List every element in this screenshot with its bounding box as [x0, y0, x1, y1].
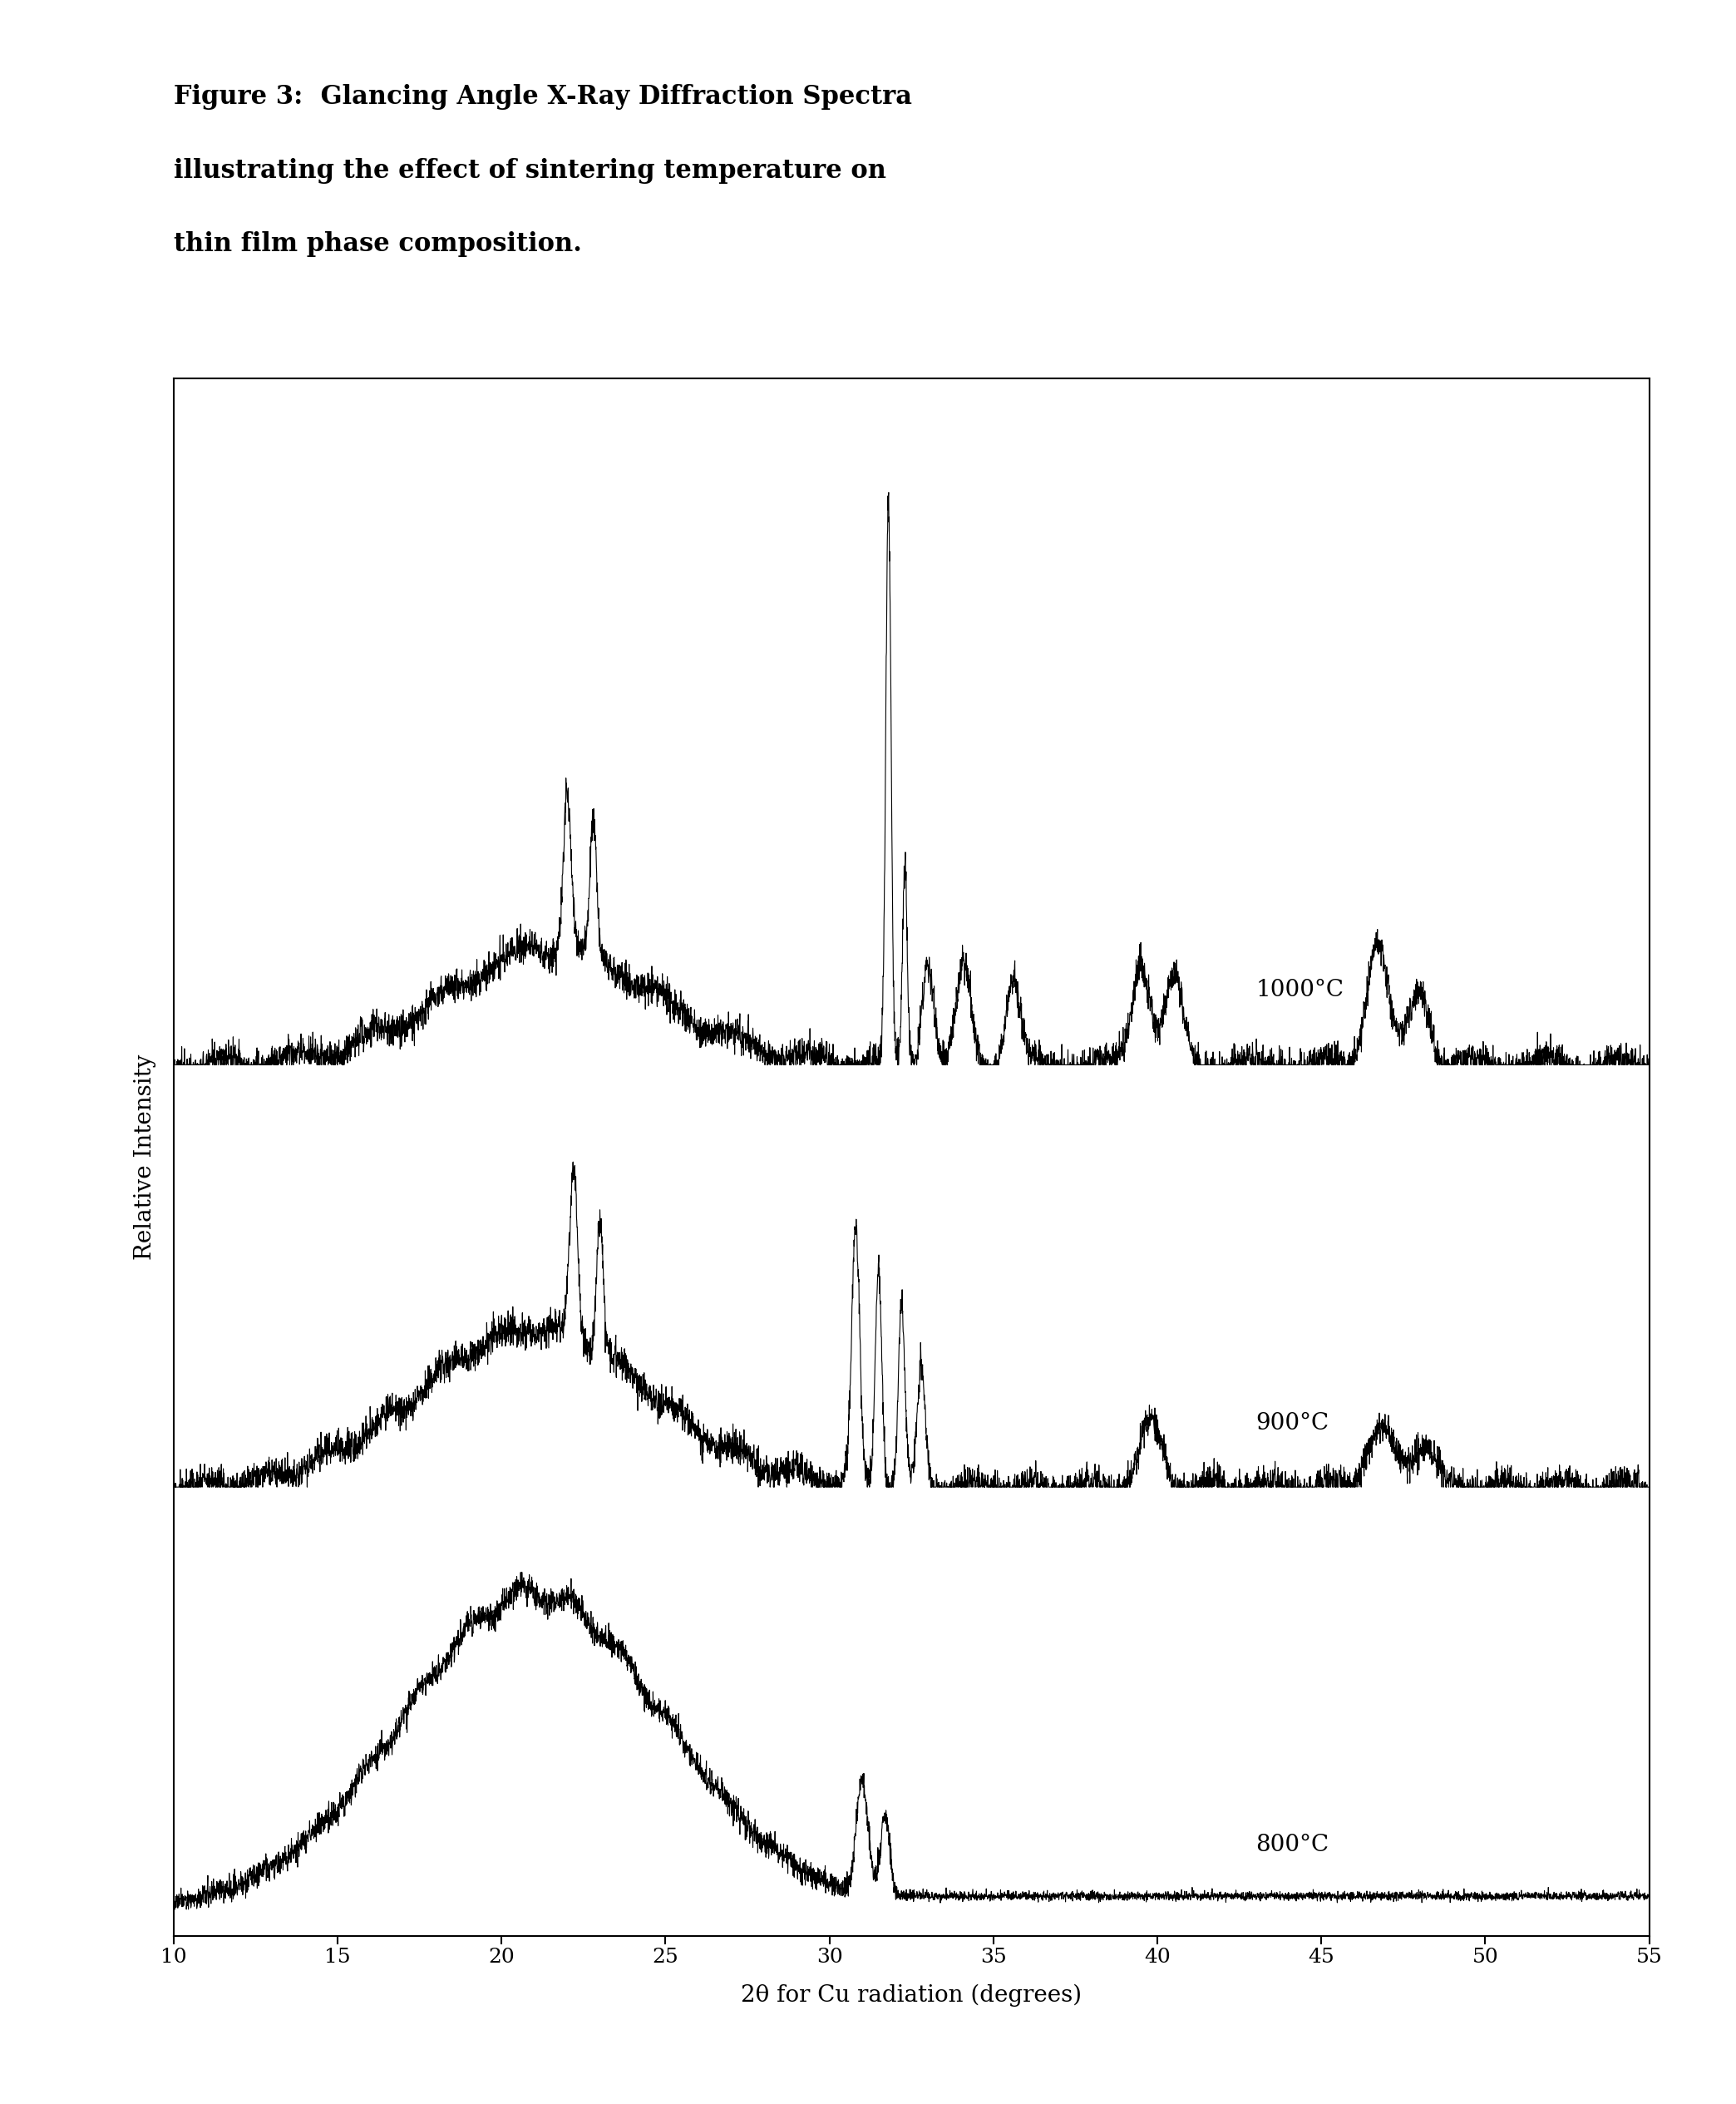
Text: Figure 3:  Glancing Angle X-Ray Diffraction Spectra: Figure 3: Glancing Angle X-Ray Diffracti…	[174, 84, 911, 109]
Text: 800°C: 800°C	[1255, 1835, 1330, 1856]
X-axis label: 2θ for Cu radiation (degrees): 2θ for Cu radiation (degrees)	[741, 1984, 1082, 2007]
Text: thin film phase composition.: thin film phase composition.	[174, 231, 582, 257]
Text: 1000°C: 1000°C	[1255, 978, 1344, 1002]
Y-axis label: Relative Intensity: Relative Intensity	[134, 1054, 156, 1260]
Text: 900°C: 900°C	[1255, 1412, 1330, 1435]
Text: illustrating the effect of sintering temperature on: illustrating the effect of sintering tem…	[174, 158, 885, 183]
